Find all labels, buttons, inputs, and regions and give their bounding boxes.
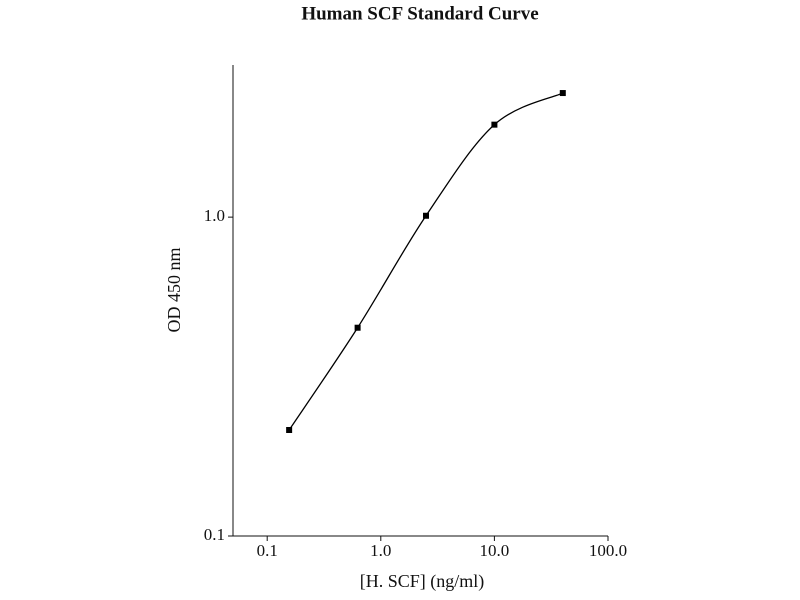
chart-title: Human SCF Standard Curve [301,3,538,24]
x-tick-label: 1.0 [370,541,391,560]
y-axis-label: OD 450 nm [164,248,184,333]
x-tick-label: 0.1 [257,541,278,560]
y-tick-label: 0.1 [204,525,225,544]
point [559,90,566,97]
x-axis-label: [H. SCF] (ng/ml) [360,571,485,592]
point [354,324,361,331]
point [491,121,498,128]
x-tick-label: 100.0 [589,541,627,560]
y-tick-label: 1.0 [204,206,225,225]
point [423,212,430,219]
fit-curve [288,92,564,431]
x-tick-label: 10.0 [480,541,510,560]
point [286,426,293,433]
